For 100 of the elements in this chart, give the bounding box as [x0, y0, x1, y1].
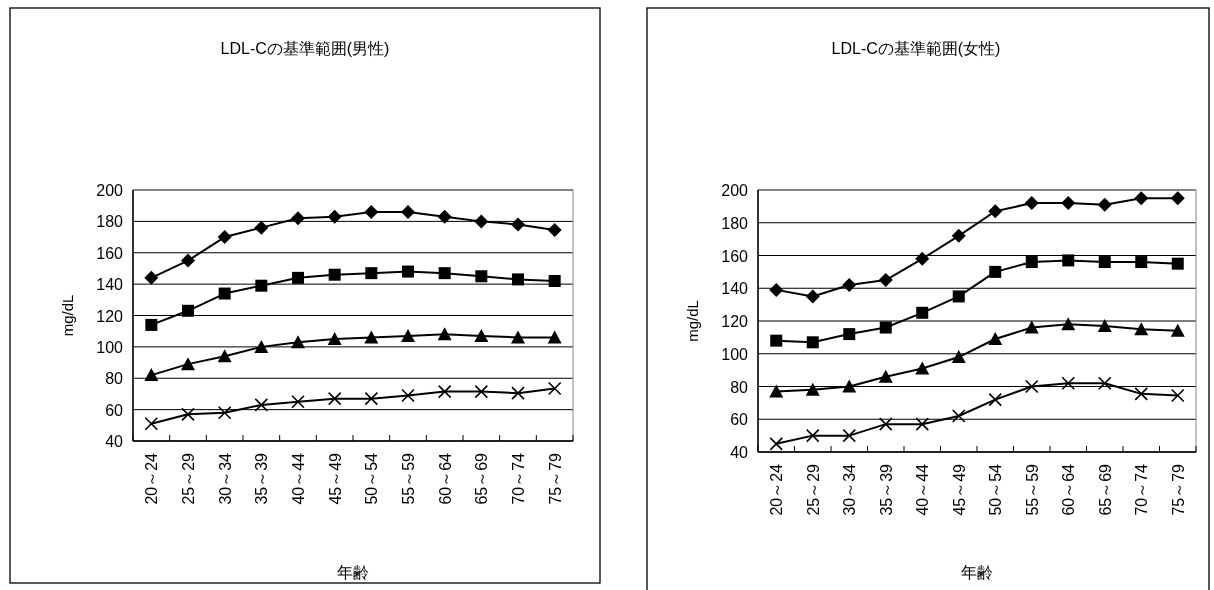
y-tick-label: 100 [721, 345, 749, 363]
point [842, 428, 857, 443]
x-tick-label: 55～59 [400, 452, 417, 505]
y-tick-label: 60 [105, 401, 124, 419]
point [769, 282, 784, 297]
point [1134, 191, 1149, 206]
point [1170, 191, 1185, 206]
point [365, 267, 378, 280]
point [181, 253, 195, 268]
point [144, 270, 159, 285]
point [951, 409, 966, 423]
point [988, 204, 1003, 219]
point [364, 330, 379, 344]
y-tick-label: 160 [96, 244, 124, 262]
point [291, 394, 305, 409]
y-tick-label: 200 [96, 182, 124, 199]
point [1134, 322, 1149, 336]
y-tick-label: 180 [721, 214, 749, 232]
point [1061, 196, 1076, 211]
y-tick-label: 40 [730, 444, 749, 461]
point [1062, 254, 1075, 267]
point [402, 265, 414, 278]
y-tick-label: 180 [96, 213, 124, 231]
point [878, 417, 893, 431]
point [805, 428, 820, 443]
point [254, 398, 269, 412]
point [217, 405, 232, 420]
x-tick-label: 25～29 [804, 463, 822, 516]
point [988, 392, 1003, 407]
point [181, 407, 195, 422]
point [401, 328, 415, 342]
point [1025, 256, 1038, 269]
point [328, 268, 341, 281]
y-tick-label: 120 [96, 307, 124, 325]
point [843, 328, 856, 341]
x-tick-label: 65～69 [473, 452, 491, 505]
point [1097, 376, 1112, 391]
point [437, 327, 452, 341]
point [1024, 196, 1039, 211]
point [1135, 256, 1148, 269]
point [915, 361, 930, 375]
point [1097, 197, 1112, 212]
x-tick-label: 25～29 [180, 452, 197, 505]
y-tick-label: 40 [105, 433, 124, 450]
chart-title: LDL-Cの基準範囲(女性) [831, 40, 1001, 57]
point [474, 214, 489, 229]
y-tick-label: 160 [721, 247, 749, 265]
point [327, 391, 342, 406]
point [805, 289, 820, 304]
x-tick-label: 55～59 [1023, 463, 1041, 516]
point [292, 271, 304, 284]
point [511, 386, 525, 400]
point [915, 251, 930, 266]
point [989, 265, 1002, 278]
point [1170, 388, 1185, 403]
x-tick-label: 45～49 [326, 452, 344, 505]
x-tick-label: 50～54 [987, 463, 1005, 516]
point [915, 417, 930, 431]
y-axis-title: mg/dL [684, 300, 701, 342]
point [1134, 387, 1149, 401]
point [879, 321, 892, 334]
point [144, 416, 159, 431]
y-tick-label: 60 [730, 411, 749, 429]
y-tick-label: 80 [730, 378, 749, 396]
point [511, 330, 525, 344]
point [437, 209, 452, 224]
x-tick-label: 50～54 [363, 452, 381, 505]
point [364, 391, 379, 406]
point [474, 384, 489, 399]
y-tick-label: 120 [721, 313, 749, 330]
point [878, 273, 893, 288]
point [1097, 318, 1112, 332]
y-tick-label: 200 [721, 182, 749, 199]
point [806, 336, 819, 349]
point [401, 204, 415, 219]
y-tick-label: 140 [96, 276, 124, 294]
point [291, 211, 305, 226]
point [769, 437, 784, 451]
x-tick-label: 20～24 [768, 463, 786, 516]
point [217, 349, 232, 363]
point [182, 304, 194, 317]
point [291, 335, 305, 349]
point [1024, 379, 1039, 394]
point [547, 381, 562, 396]
point [842, 277, 857, 292]
x-tick-label: 45～49 [950, 463, 968, 516]
point [952, 290, 965, 303]
x-tick-label: 40～44 [290, 452, 307, 505]
y-tick-label: 100 [96, 338, 124, 356]
x-tick-label: 75～79 [546, 452, 564, 505]
point [255, 279, 268, 292]
point [327, 332, 342, 346]
point [842, 379, 857, 393]
point [254, 220, 269, 235]
x-tick-label: 70～74 [1133, 463, 1151, 516]
chart-title: LDL-Cの基準範囲(男性) [220, 40, 390, 57]
point [437, 384, 452, 399]
point [951, 228, 966, 243]
point [951, 350, 966, 364]
x-tick-label: 40～44 [914, 463, 932, 516]
